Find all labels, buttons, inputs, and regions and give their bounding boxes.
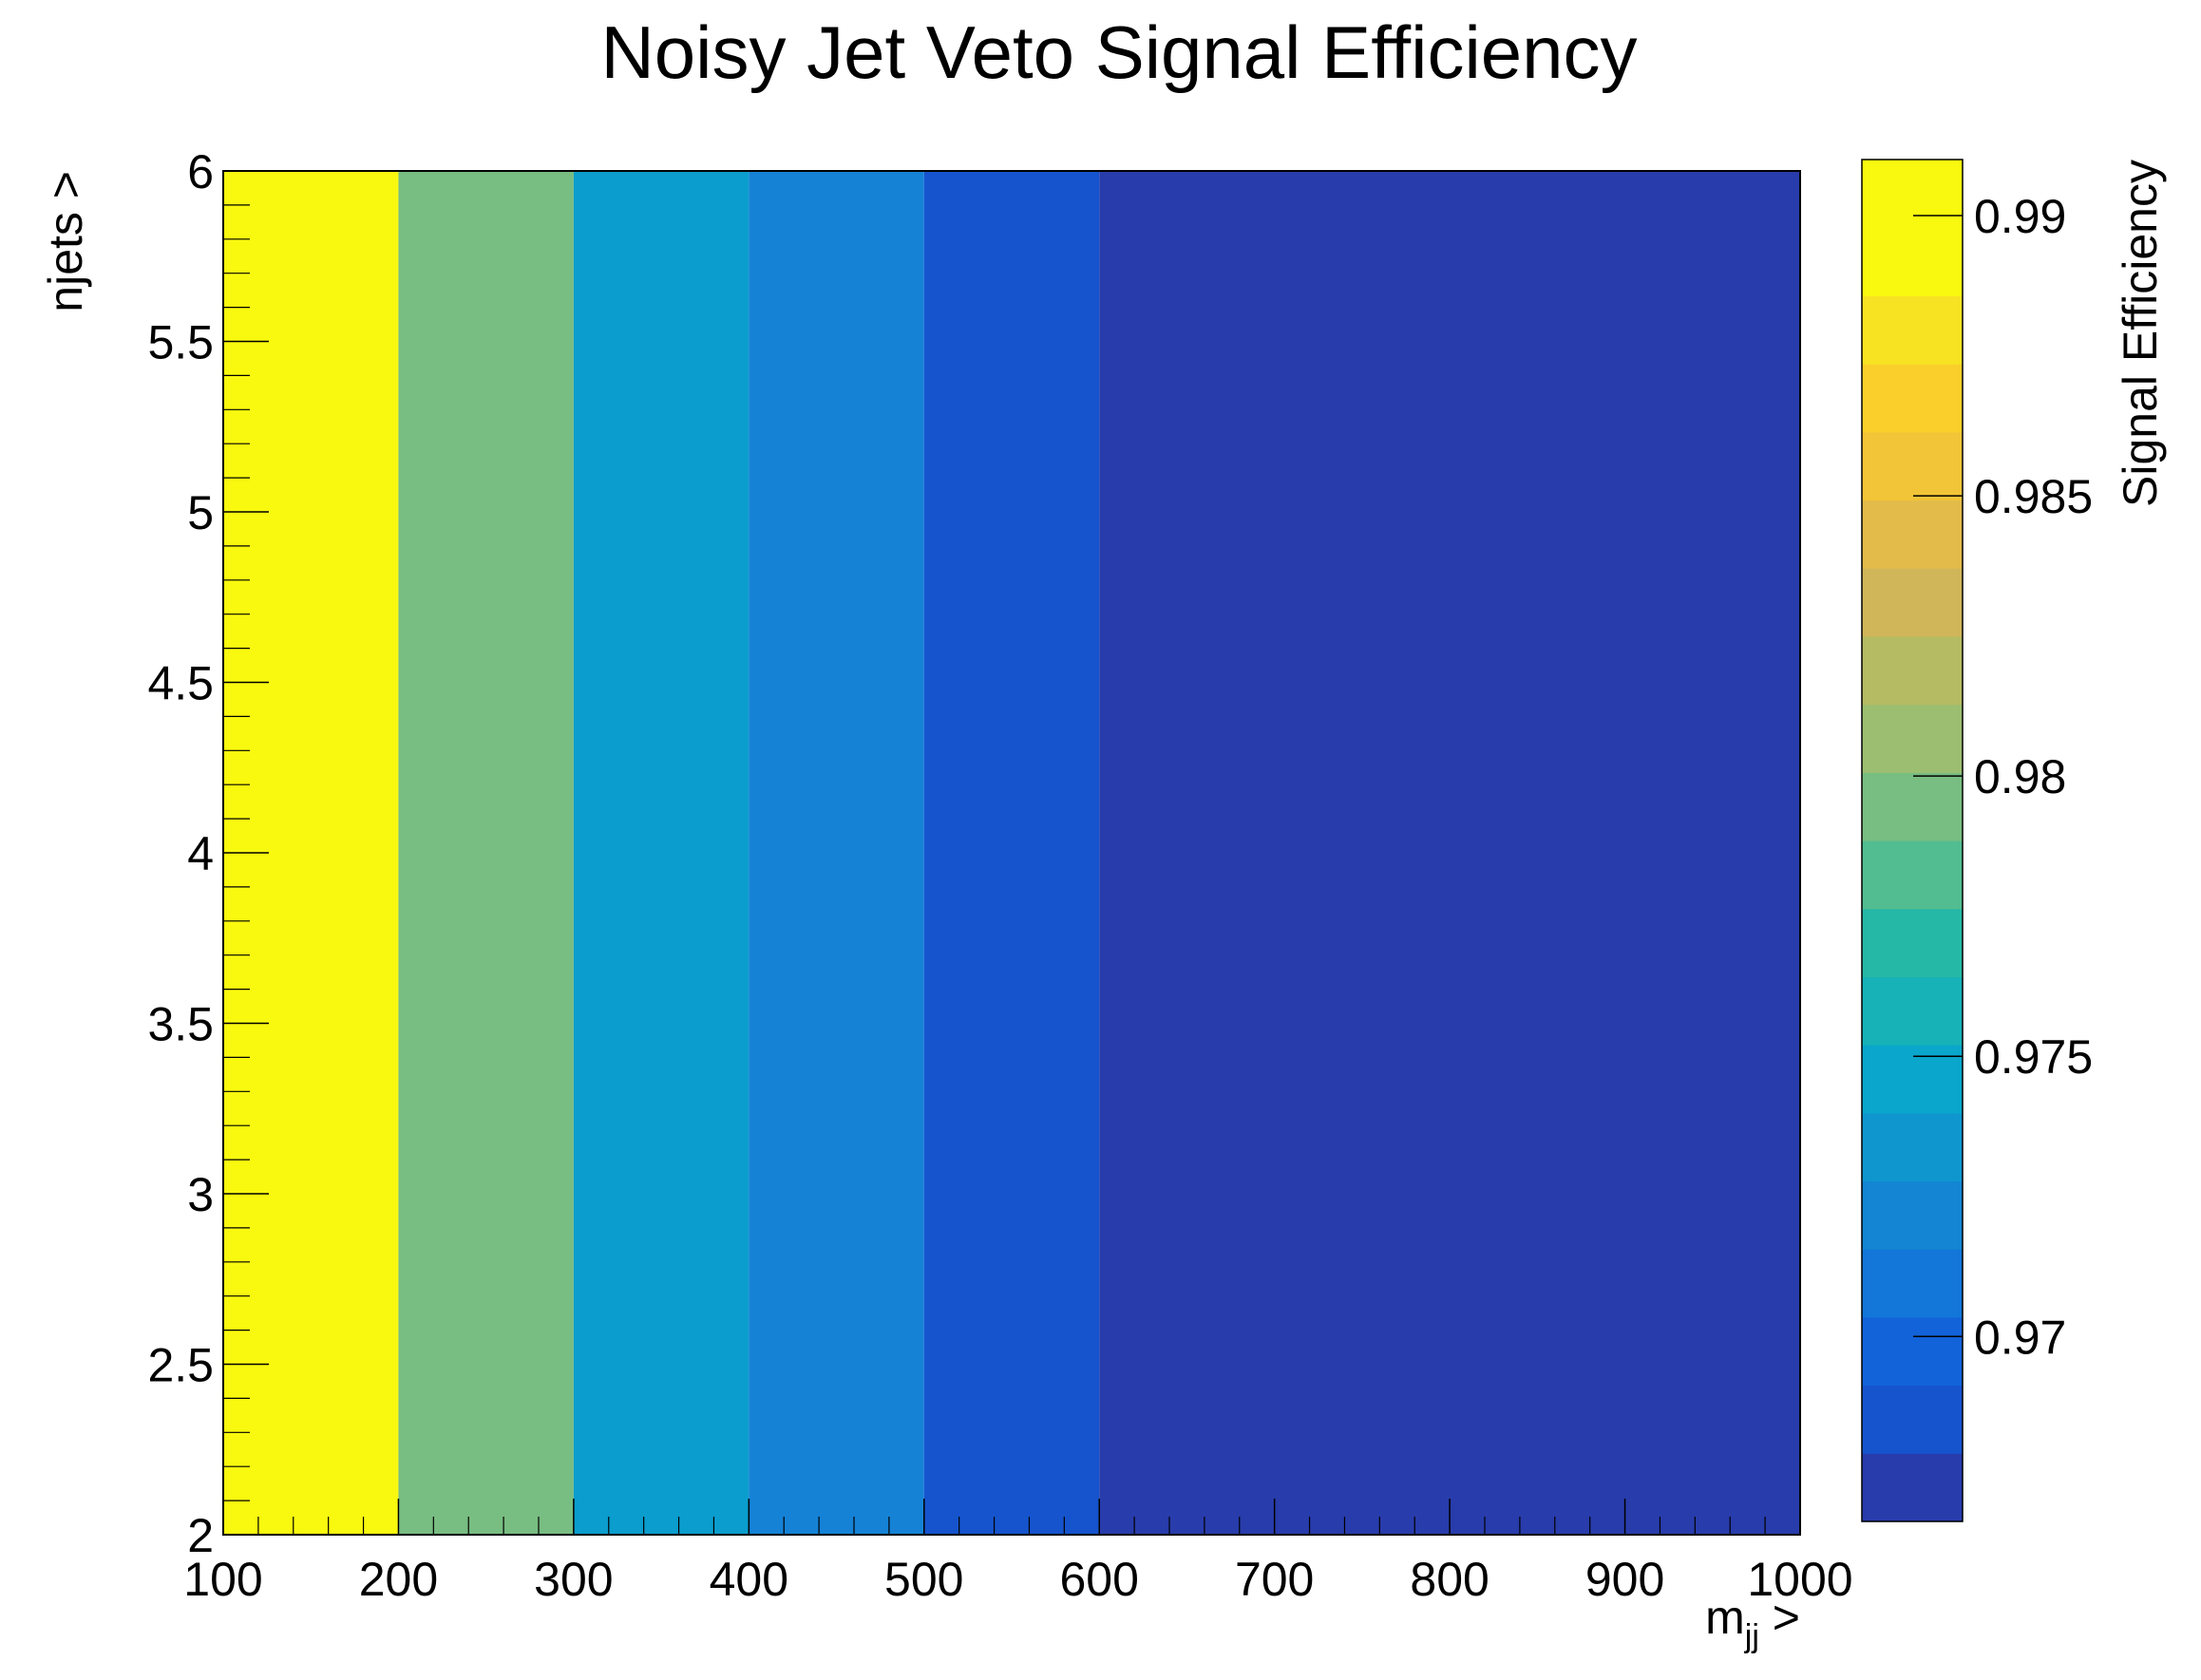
y-tick-label: 4 [187,827,214,880]
y-tick-label: 2 [187,1509,214,1562]
color-scale-step [1862,1385,1963,1454]
x-tick-label: 900 [1585,1553,1664,1606]
color-scale-step [1862,227,1963,296]
color-scale-tick-label: 0.975 [1974,1030,2093,1084]
x-axis-label-main: m [1705,1591,1745,1644]
color-scale-step [1862,1453,1963,1522]
x-tick-label: 1000 [1747,1553,1852,1606]
heatmap-cell-3 [749,171,924,1535]
color-scale-step [1862,1180,1963,1250]
color-scale-step [1862,635,1963,706]
x-tick-label: 700 [1235,1553,1314,1606]
heatmap-cell-4 [923,171,1100,1535]
color-scale-bar: 0.97 0.975 0.98 0.985 0.99 [1861,159,2093,1522]
color-scale-label: Signal Efficiency [2114,160,2167,507]
x-tick-label: 100 [183,1553,262,1606]
y-tick-label: 6 [187,145,214,198]
color-scale-step [1862,1249,1963,1318]
color-scale-tick-label: 0.97 [1974,1311,2066,1364]
color-scale-tick-label: 0.985 [1974,470,2093,523]
color-scale-step [1862,1316,1963,1387]
y-tick-label: 2.5 [147,1339,214,1392]
x-tick-label: 200 [359,1553,438,1606]
heatmap-cell-1 [398,171,574,1535]
y-tick-label: 5.5 [147,316,214,369]
y-tick-label: 4.5 [147,657,214,710]
x-tick-label: 500 [884,1553,963,1606]
x-axis-label-suffix: > [1759,1591,1800,1644]
y-tick-label: 3 [187,1168,214,1221]
color-scale-step [1862,908,1963,977]
color-scale-step [1862,976,1963,1046]
color-scale-step [1862,431,1963,501]
color-scale-step [1862,364,1963,433]
color-scale-step [1862,295,1963,365]
color-scale-tick-label: 0.98 [1974,750,2066,803]
y-tick-label: 5 [187,486,214,539]
color-scale-step [1862,772,1963,841]
chart-title: Noisy Jet Veto Signal Efficiency [600,10,1637,94]
x-tick-label: 600 [1060,1553,1139,1606]
x-tick-label: 800 [1410,1553,1489,1606]
color-scale-step [1862,500,1963,569]
heatmap-cells [223,171,1800,1535]
heatmap-cell-5 [1099,171,1800,1535]
y-axis-label: njets > [39,171,92,312]
color-scale-step [1862,840,1963,910]
x-tick-label: 400 [710,1553,788,1606]
color-scale-step [1862,568,1963,637]
color-scale-tick-label: 0.99 [1974,190,2066,243]
axes: 100 200 300 400 500 600 700 800 900 1000 2 2.5 3 3.5 4… [147,145,1852,1606]
color-scale-step [1862,704,1963,773]
color-scale-step [1862,1112,1963,1182]
heatmap-cell-2 [573,171,749,1535]
color-scale-frame [1861,159,1964,1522]
x-axis-label-sub: jj [1744,1618,1759,1654]
y-tick-label: 3.5 [147,998,214,1051]
x-tick-label: 300 [534,1553,613,1606]
x-axis-label: mjj > [1705,1591,1800,1654]
color-scale-step [1862,1045,1963,1114]
color-scale-step [1862,160,1963,229]
